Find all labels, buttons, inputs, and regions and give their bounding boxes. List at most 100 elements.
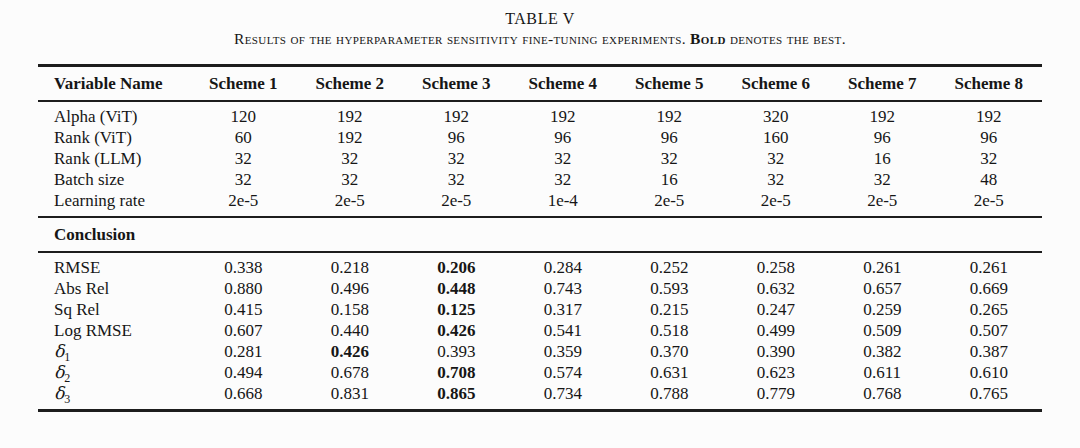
row-label: Abs Rel: [38, 278, 190, 299]
cell: 0.252: [616, 252, 723, 278]
row-label: Rank (LLM): [38, 148, 190, 169]
metric-subscript: 1: [64, 350, 70, 362]
cell: 0.247: [723, 299, 830, 320]
caption-bold-word: Bold: [690, 30, 726, 47]
cell: 192: [403, 101, 510, 127]
cell: 160: [723, 127, 830, 148]
table-row-log-rmse: Log RMSE 0.607 0.440 0.426 0.541 0.518 0…: [38, 320, 1042, 341]
cell: 0.259: [829, 299, 936, 320]
cell: 32: [510, 148, 617, 169]
cell: 96: [403, 127, 510, 148]
cell: 0.284: [510, 252, 617, 278]
cell: 32: [403, 169, 510, 190]
cell: 0.593: [616, 278, 723, 299]
cell: 0.338: [190, 252, 297, 278]
cell: 60: [190, 127, 297, 148]
table-row-delta-1: δ1 0.281 0.426 0.393 0.359 0.370 0.390 0…: [38, 341, 1042, 362]
metric-name: δ: [54, 362, 64, 382]
cell: 2e-5: [403, 190, 510, 217]
table-row-delta-2: δ2 0.494 0.678 0.708 0.574 0.631 0.623 0…: [38, 362, 1042, 383]
cell: 32: [510, 169, 617, 190]
cell: 0.496: [297, 278, 404, 299]
cell: 0.611: [829, 362, 936, 383]
cell: 2e-5: [190, 190, 297, 217]
cell: 1e-4: [510, 190, 617, 217]
cell: 32: [190, 148, 297, 169]
column-header-scheme-8: Scheme 8: [936, 66, 1043, 102]
cell: 0.657: [829, 278, 936, 299]
cell: 0.125: [403, 299, 510, 320]
row-label: Alpha (ViT): [38, 101, 190, 127]
cell: 96: [510, 127, 617, 148]
cell: 0.831: [297, 383, 404, 411]
metric-name: RMSE: [54, 258, 100, 277]
cell: 0.393: [403, 341, 510, 362]
cell: 0.518: [616, 320, 723, 341]
cell: 0.574: [510, 362, 617, 383]
cell: 16: [616, 169, 723, 190]
cell: 0.668: [190, 383, 297, 411]
cell: 32: [829, 169, 936, 190]
table-row-rmse: RMSE 0.338 0.218 0.206 0.284 0.252 0.258…: [38, 252, 1042, 278]
cell: 192: [297, 127, 404, 148]
cell: 0.317: [510, 299, 617, 320]
metric-name: δ: [54, 383, 64, 403]
column-header-scheme-6: Scheme 6: [723, 66, 830, 102]
cell: 0.158: [297, 299, 404, 320]
column-header-scheme-4: Scheme 4: [510, 66, 617, 102]
column-header-scheme-3: Scheme 3: [403, 66, 510, 102]
cell: 0.265: [936, 299, 1043, 320]
caption-text-before: Results of the hyperparameter sensitivit…: [234, 30, 690, 47]
column-header-scheme-2: Scheme 2: [297, 66, 404, 102]
table-caption: Results of the hyperparameter sensitivit…: [0, 30, 1080, 48]
cell: 0.541: [510, 320, 617, 341]
cell: 0.765: [936, 383, 1043, 411]
row-label: RMSE: [38, 252, 190, 278]
column-header-scheme-5: Scheme 5: [616, 66, 723, 102]
cell: 0.743: [510, 278, 617, 299]
cell: 0.779: [723, 383, 830, 411]
cell: 32: [723, 148, 830, 169]
cell: 96: [616, 127, 723, 148]
cell: 0.507: [936, 320, 1043, 341]
cell: 0.218: [297, 252, 404, 278]
cell: 32: [403, 148, 510, 169]
table-row-sq-rel: Sq Rel 0.415 0.158 0.125 0.317 0.215 0.2…: [38, 299, 1042, 320]
cell: 32: [297, 169, 404, 190]
cell: 32: [936, 148, 1043, 169]
cell: 0.206: [403, 252, 510, 278]
table-section-row-conclusion: Conclusion: [38, 217, 1042, 252]
table-row-batch-size: Batch size 32 32 32 32 16 32 32 48: [38, 169, 1042, 190]
cell: 0.499: [723, 320, 830, 341]
cell: 48: [936, 169, 1043, 190]
table-row-rank-llm: Rank (LLM) 32 32 32 32 32 32 16 32: [38, 148, 1042, 169]
cell: 16: [829, 148, 936, 169]
cell: 192: [829, 101, 936, 127]
cell: 0.631: [616, 362, 723, 383]
cell: 0.258: [723, 252, 830, 278]
cell: 0.632: [723, 278, 830, 299]
cell: 0.880: [190, 278, 297, 299]
cell: 0.768: [829, 383, 936, 411]
cell: 0.734: [510, 383, 617, 411]
cell: 32: [616, 148, 723, 169]
cell: 0.415: [190, 299, 297, 320]
table-header-row: Variable Name Scheme 1 Scheme 2 Scheme 3…: [38, 66, 1042, 102]
metric-name: δ: [54, 341, 64, 361]
table-title: TABLE V: [0, 0, 1080, 28]
row-label: Learning rate: [38, 190, 190, 217]
results-table: Variable Name Scheme 1 Scheme 2 Scheme 3…: [38, 64, 1042, 412]
column-header-variable-name: Variable Name: [38, 66, 190, 102]
row-label: δ3: [38, 383, 190, 411]
cell: 0.865: [403, 383, 510, 411]
cell: 0.610: [936, 362, 1043, 383]
metric-name: Abs Rel: [54, 279, 109, 298]
cell: 0.669: [936, 278, 1043, 299]
column-header-scheme-1: Scheme 1: [190, 66, 297, 102]
column-header-scheme-7: Scheme 7: [829, 66, 936, 102]
cell: 0.678: [297, 362, 404, 383]
cell: 0.494: [190, 362, 297, 383]
cell: 320: [723, 101, 830, 127]
cell: 192: [297, 101, 404, 127]
cell: 2e-5: [936, 190, 1043, 217]
